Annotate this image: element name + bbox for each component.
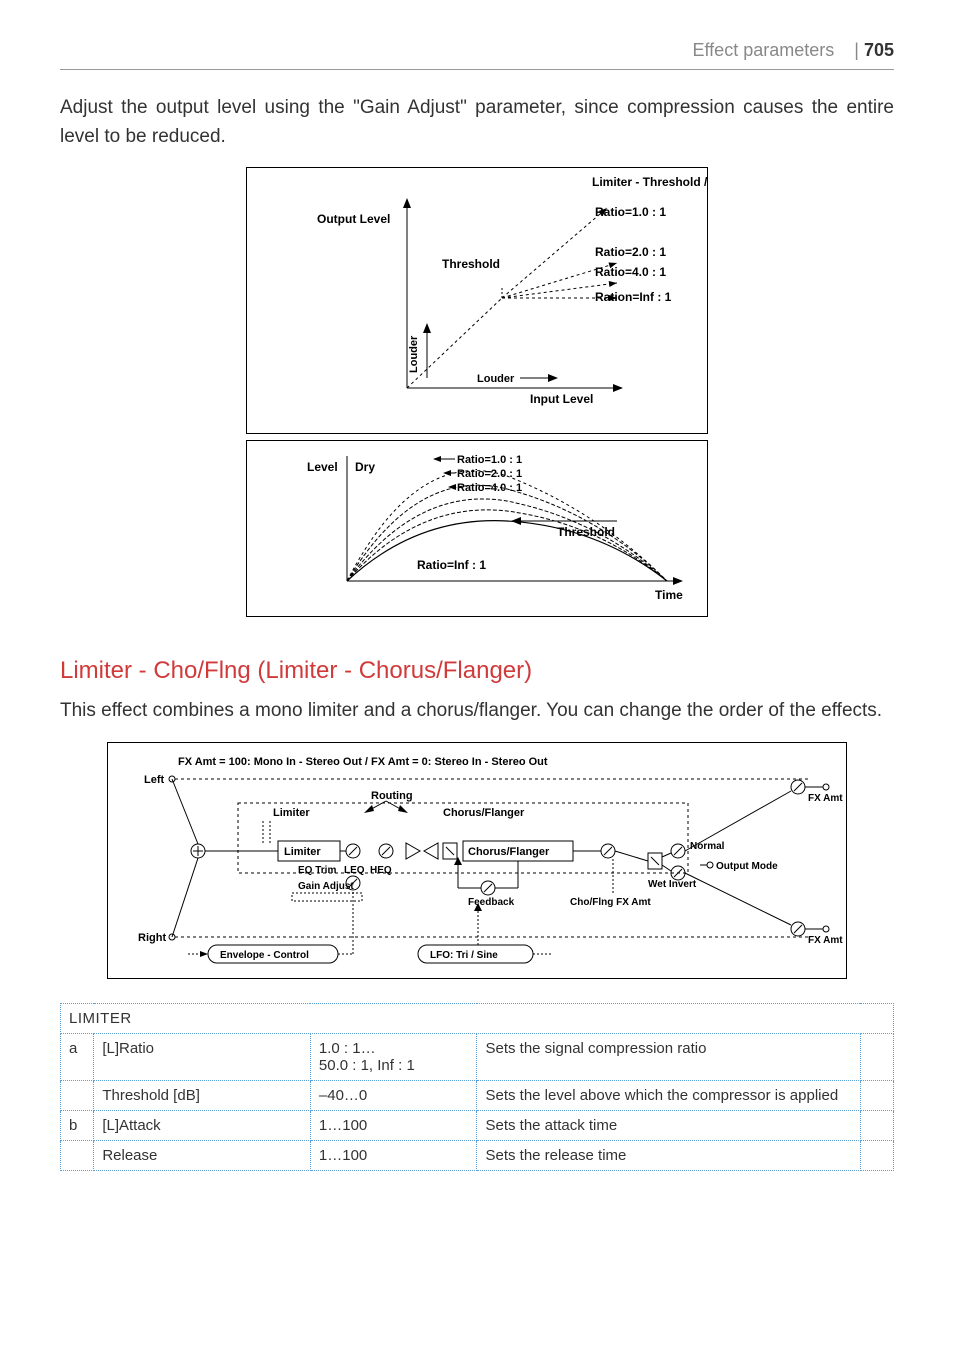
d2-level: Level <box>307 460 338 474</box>
table-row: Threshold [dB]–40…0Sets the level above … <box>61 1080 894 1110</box>
row-range: 1…100 <box>310 1110 477 1140</box>
bd-fxamt2: FX Amt <box>808 935 843 946</box>
row-name: Threshold [dB] <box>94 1080 311 1110</box>
bd-feedback: Feedback <box>468 897 515 908</box>
row-name: [L]Attack <box>94 1110 311 1140</box>
diagram-level-time: Level Dry Time Threshold Ratio=1.0 : 1 R… <box>246 440 708 617</box>
bd-outmode: Output Mode <box>716 861 778 872</box>
bd-wetinv: Wet Invert <box>648 879 697 890</box>
bd-eqtrim: EQ Trim <box>298 865 336 876</box>
block-diagram: FX Amt = 100: Mono In - Stereo Out / FX … <box>107 742 847 979</box>
diagram1-threshold: Threshold <box>442 257 500 271</box>
bd-chofx: Cho/Flng FX Amt <box>570 897 651 908</box>
row-range: –40…0 <box>310 1080 477 1110</box>
row-note <box>860 1110 893 1140</box>
d1-ratio-1: Ratio=2.0 : 1 <box>595 245 666 259</box>
bd-normal: Normal <box>690 841 725 852</box>
d1-ratio-2: Ratio=4.0 : 1 <box>595 265 666 279</box>
d2-r1: Ratio=2.0 : 1 <box>457 468 522 480</box>
d1-ratio-3: Ration=Inf : 1 <box>595 290 672 304</box>
table-row: a[L]Ratio1.0 : 1… 50.0 : 1, Inf : 1Sets … <box>61 1033 894 1080</box>
bd-gain: Gain Adjust <box>298 881 354 892</box>
diagram-threshold-ratio: Limiter - Threshold / Ratio Output Level… <box>246 167 708 434</box>
diagram1-louder-h: Louder <box>477 373 515 385</box>
row-idx <box>61 1140 94 1170</box>
intro-paragraph: Adjust the output level using the "Gain … <box>60 94 894 151</box>
diagram1-title: Limiter - Threshold / Ratio <box>592 175 709 189</box>
d2-dry: Dry <box>355 460 375 474</box>
diagram1-louder-v: Louder <box>408 335 420 373</box>
d1-ratio-0: Ratio=1.0 : 1 <box>595 205 666 219</box>
row-desc: Sets the release time <box>477 1140 860 1170</box>
bd-left: Left <box>144 774 165 786</box>
diagram1-ylabel: Output Level <box>317 212 390 226</box>
table-row: b[L]Attack1…100Sets the attack time <box>61 1110 894 1140</box>
d2-time: Time <box>655 588 683 602</box>
diagram1-xlabel: Input Level <box>530 392 593 406</box>
table-group-head: LIMITER <box>61 1003 894 1033</box>
header-sep: | <box>854 40 859 60</box>
row-desc: Sets the attack time <box>477 1110 860 1140</box>
row-note <box>860 1080 893 1110</box>
bd-cho-box: Chorus/Flanger <box>468 846 550 858</box>
row-idx: b <box>61 1110 94 1140</box>
row-range: 1…100 <box>310 1140 477 1170</box>
row-note <box>860 1140 893 1170</box>
d2-r2: Ratio=4.0 : 1 <box>457 482 522 494</box>
d2-rinf: Ratio=Inf : 1 <box>417 558 486 572</box>
row-idx <box>61 1080 94 1110</box>
bd-routing: Routing <box>371 790 413 802</box>
section-heading: Limiter - Cho/Flng (Limiter - Chorus/Fla… <box>60 657 894 685</box>
section-body: This effect combines a mono limiter and … <box>60 697 894 726</box>
bd-lim-box: Limiter <box>284 846 321 858</box>
header-section: Effect parameters <box>693 40 835 60</box>
table-row: Release1…100Sets the release time <box>61 1140 894 1170</box>
header-rule <box>60 69 894 70</box>
bd-right: Right <box>138 932 166 944</box>
parameter-table: LIMITER a[L]Ratio1.0 : 1… 50.0 : 1, Inf … <box>60 1003 894 1171</box>
d2-threshold: Threshold <box>557 525 615 539</box>
bd-fxamt1: FX Amt <box>808 793 843 804</box>
page-header: Effect parameters | 705 <box>60 40 894 61</box>
bd-heq: HEQ <box>370 865 392 876</box>
bd-lim-top: Limiter <box>273 807 310 819</box>
row-range: 1.0 : 1… 50.0 : 1, Inf : 1 <box>310 1033 477 1080</box>
bd-leq: LEQ <box>344 865 365 876</box>
bd-caption: FX Amt = 100: Mono In - Stereo Out / FX … <box>178 756 548 768</box>
row-name: Release <box>94 1140 311 1170</box>
row-idx: a <box>61 1033 94 1080</box>
row-desc: Sets the level above which the compresso… <box>477 1080 860 1110</box>
bd-cho-top: Chorus/Flanger <box>443 807 525 819</box>
row-note <box>860 1033 893 1080</box>
page-number: 705 <box>864 40 894 60</box>
bd-env: Envelope - Control <box>220 950 309 961</box>
d2-r0: Ratio=1.0 : 1 <box>457 454 522 466</box>
table-group-row: LIMITER <box>61 1003 894 1033</box>
row-desc: Sets the signal compression ratio <box>477 1033 860 1080</box>
row-name: [L]Ratio <box>94 1033 311 1080</box>
bd-lfo: LFO: Tri / Sine <box>430 950 498 961</box>
